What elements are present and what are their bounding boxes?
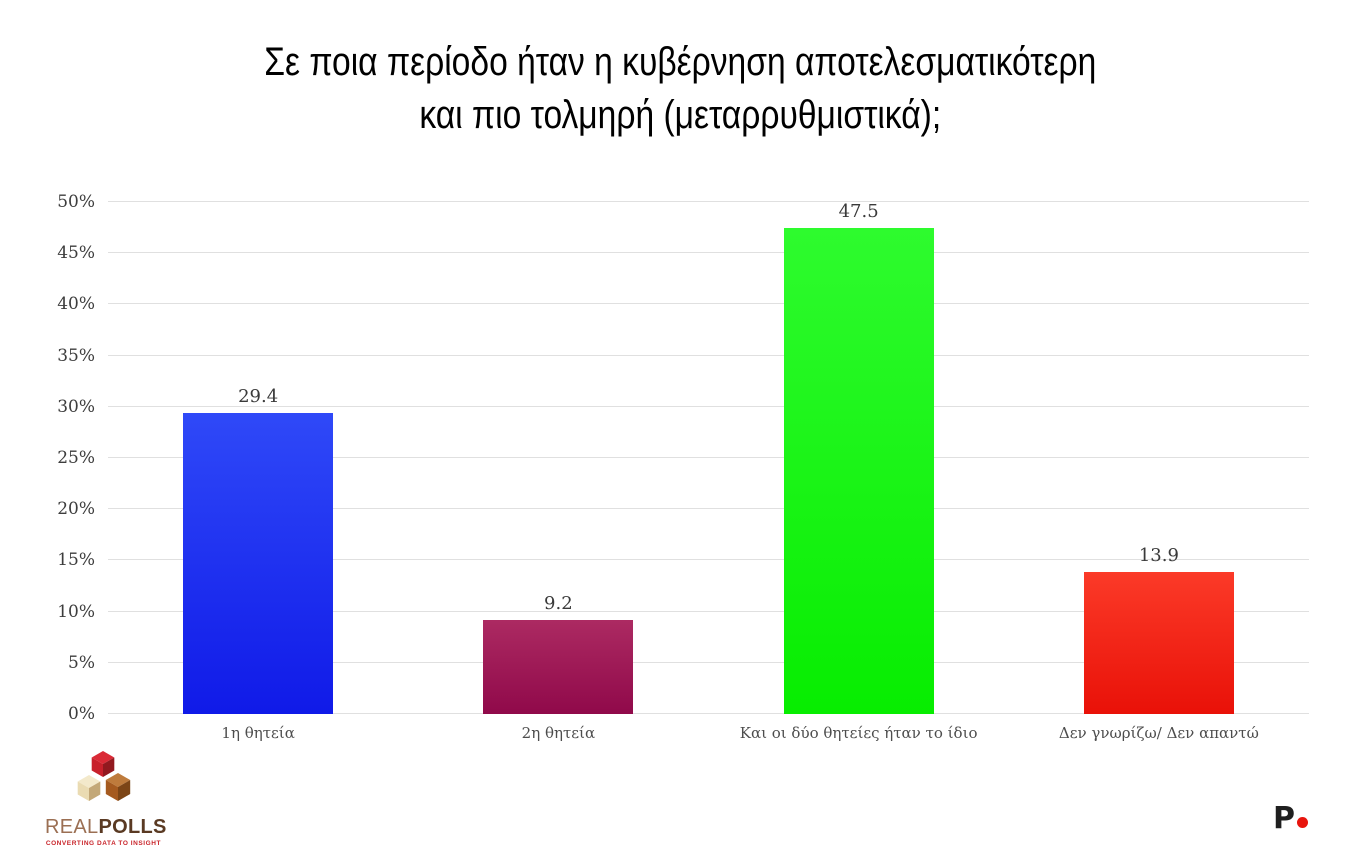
gridline	[108, 252, 1309, 254]
y-tick-label: 45%	[57, 243, 95, 264]
y-tick-label: 35%	[57, 345, 95, 366]
realpolls-word-real: REAL	[45, 816, 99, 838]
protagon-red-dot-icon	[1297, 817, 1308, 828]
gridline	[108, 559, 1309, 561]
gridline	[108, 457, 1309, 458]
y-tick-label: 20%	[57, 499, 95, 520]
category-label: Και οι δύο θητείες ήταν το ίδιο	[739, 724, 978, 742]
protagon-logo: P	[1273, 804, 1308, 834]
realpolls-wordmark: REALPOLLS	[45, 816, 177, 839]
y-tick-label: 10%	[57, 601, 95, 622]
realpolls-tagline: CONVERTING DATA TO INSIGHT	[45, 840, 161, 847]
gridline	[108, 303, 1309, 305]
y-tick-label: 50%	[57, 192, 95, 212]
bar-value-label: 47.5	[838, 201, 879, 222]
bar-value-label: 9.2	[544, 593, 573, 614]
cream-cube	[77, 775, 101, 801]
bar-value-label: 13.9	[1138, 545, 1179, 566]
red-cube	[91, 751, 115, 777]
y-axis: 0% 5% 10% 15% 20% 25% 30% 35% 40% 45% 50%	[0, 192, 95, 724]
gridline	[108, 405, 1309, 407]
gridline	[108, 508, 1309, 510]
y-tick-label: 15%	[57, 550, 95, 571]
bar-2[interactable]	[483, 620, 634, 714]
gridline	[108, 610, 1309, 612]
realpolls-word-polls: POLLS	[98, 816, 167, 838]
bar-value-label: 29.4	[238, 386, 279, 407]
y-tick-label: 5%	[68, 652, 95, 673]
chart-title-line1: Σε ποια περίοδο ήταν η κυβέρνηση αποτελε…	[263, 40, 1097, 84]
gridline	[108, 201, 1309, 202]
x-axis: 1η θητεία 2η θητεία Και οι δύο θητείες ήτα…	[108, 723, 1309, 745]
gridline	[108, 713, 1309, 714]
chart-title: Σε ποια περίοδο ήταν η κυβέρνηση αποτελε…	[0, 36, 1360, 142]
y-tick-label: 40%	[57, 294, 95, 315]
gridline	[108, 354, 1309, 356]
realpolls-cubes-icon	[77, 751, 131, 801]
bar-3[interactable]	[783, 228, 934, 714]
protagon-letter: P	[1273, 801, 1295, 836]
bar-4[interactable]	[1083, 572, 1234, 714]
category-label: 2η θητεία	[521, 724, 596, 742]
category-label: Δεν γνωρίζω/ Δεν απαντώ	[1058, 724, 1259, 742]
brown-cube	[105, 773, 131, 801]
realpolls-logo: REALPOLLS CONVERTING DATA TO INSIGHT	[45, 750, 177, 847]
chart-title-line2: και πιο τολμηρή (μεταρρυθμιστικά);	[419, 92, 941, 137]
y-tick-label: 0%	[68, 704, 95, 724]
y-tick-label: 25%	[57, 448, 95, 468]
plot-area: 29.4 9.2 47.5 13.9	[108, 201, 1309, 714]
y-tick-label: 30%	[57, 396, 95, 417]
category-label: 1η θητεία	[221, 724, 295, 742]
gridline	[108, 661, 1309, 663]
bar-1[interactable]	[183, 413, 334, 714]
